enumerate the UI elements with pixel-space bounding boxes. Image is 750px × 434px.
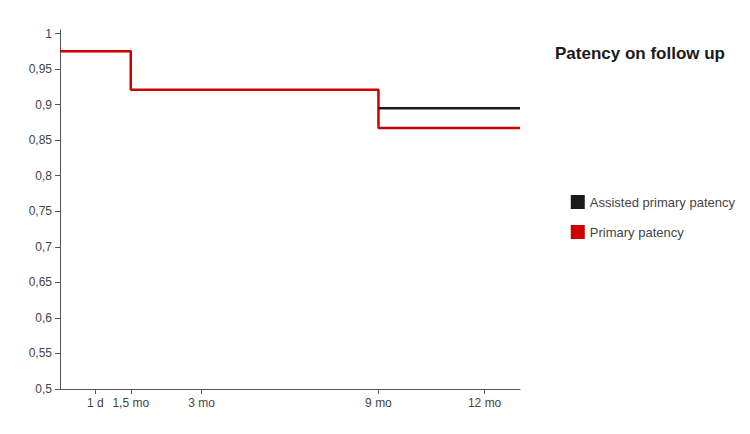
svg-text:0,6: 0,6 — [35, 311, 52, 325]
svg-text:1,5 mo: 1,5 mo — [112, 396, 149, 410]
svg-text:0,65: 0,65 — [29, 275, 53, 289]
svg-text:0,5: 0,5 — [35, 382, 52, 396]
svg-text:1 d: 1 d — [87, 396, 104, 410]
svg-text:Primary patency: Primary patency — [590, 225, 684, 240]
svg-text:0,85: 0,85 — [29, 133, 53, 147]
svg-text:1: 1 — [45, 27, 52, 41]
svg-text:0,8: 0,8 — [35, 169, 52, 183]
svg-text:0,95: 0,95 — [29, 62, 53, 76]
svg-text:3 mo: 3 mo — [188, 396, 215, 410]
svg-text:9 mo: 9 mo — [365, 396, 392, 410]
svg-text:Patency on follow up: Patency on follow up — [555, 44, 725, 63]
svg-text:0,75: 0,75 — [29, 204, 53, 218]
svg-text:0,55: 0,55 — [29, 346, 53, 360]
svg-text:Assisted primary patency: Assisted primary patency — [590, 195, 736, 210]
svg-text:0,7: 0,7 — [35, 240, 52, 254]
svg-text:12 mo: 12 mo — [468, 396, 502, 410]
svg-text:0,9: 0,9 — [35, 98, 52, 112]
